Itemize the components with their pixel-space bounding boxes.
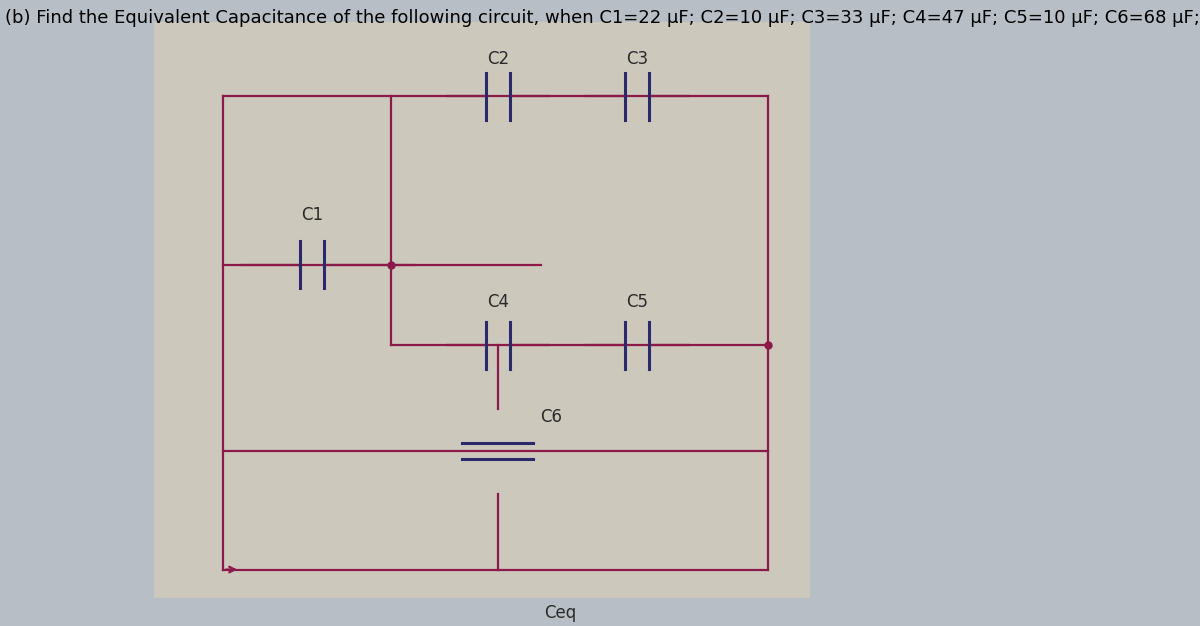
Text: C2: C2 <box>487 51 509 68</box>
Text: C3: C3 <box>626 51 648 68</box>
Text: (b) Find the Equivalent Capacitance of the following circuit, when C1=22 μF; C2=: (b) Find the Equivalent Capacitance of t… <box>5 9 1200 28</box>
Text: C4: C4 <box>487 293 509 311</box>
Text: Ceq: Ceq <box>545 604 577 622</box>
Text: C1: C1 <box>301 206 323 224</box>
Bar <box>154 22 810 598</box>
Text: C5: C5 <box>626 293 648 311</box>
Text: C6: C6 <box>540 408 562 426</box>
